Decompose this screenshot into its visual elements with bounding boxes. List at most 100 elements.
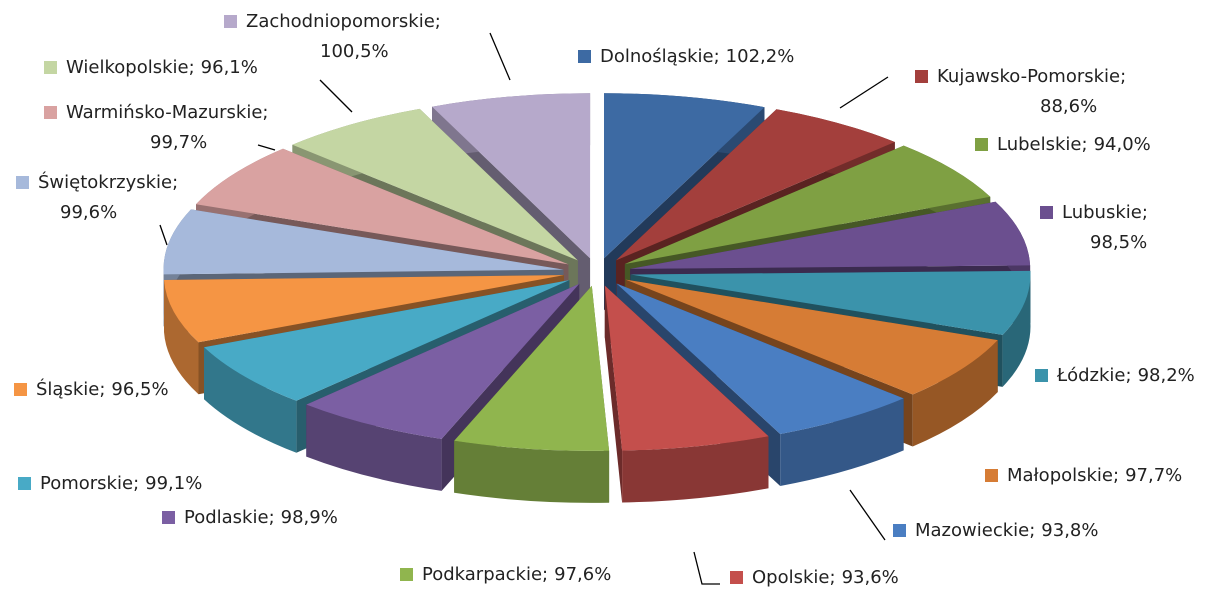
value-label: 96,1% [201,57,258,78]
legend-swatch [578,50,591,63]
leader-line [159,224,168,246]
slice [163,209,564,275]
data-label: Podlaskie; 98,9% [184,507,338,528]
value-label: 97,7% [1125,465,1182,486]
category-name: Warmińsko-Mazurskie [66,102,262,123]
slice [604,93,765,259]
legend-swatch [985,469,998,482]
data-label: Lubelskie; 94,0% [997,134,1151,155]
legend-swatch [162,511,175,524]
label-separator: ; [133,473,139,494]
legend-swatch [893,524,906,537]
category-name: Łódzkie [1056,365,1126,386]
slice [604,285,769,503]
legend-swatch [16,176,29,189]
slice-side [780,398,904,486]
label-separator: ; [269,507,275,528]
data-label: Pomorskie; 99,1% [40,473,202,494]
data-label: Śląskie; 96,5% [36,378,169,400]
label-separator: ; [714,46,720,67]
category-name: Lubuskie [1062,202,1142,223]
slice [630,201,1031,269]
slice [306,283,580,439]
legend-swatch [224,15,237,28]
data-label: Wielkopolskie; 96,1% [66,57,258,78]
data-label: Małopolskie; 97,7% [1007,465,1182,486]
slice [604,285,769,451]
label-separator: ; [829,567,835,588]
slice [616,283,904,434]
slice [616,109,895,261]
category-name: Lubelskie [997,134,1082,155]
slice-side [912,340,998,447]
slice-side [306,404,442,491]
value-label: 98,2% [1138,365,1195,386]
slice [292,108,578,261]
legend-swatch [1040,206,1053,219]
category-name: Opolskie [752,567,829,588]
category-name: Podkarpackie [422,564,542,585]
legend-swatch [730,571,743,584]
leader-line [319,79,353,113]
value-label: 102,2% [726,46,795,67]
data-label: Łódzkie; 98,2% [1056,365,1195,386]
slice-side [454,440,610,503]
legend-swatch [44,106,57,119]
label-separator: ; [99,379,105,400]
label-separator: ; [189,57,195,78]
slice [454,285,610,503]
label-separator: ; [435,11,441,32]
category-name: Kujawsko-Pomorskie [937,66,1120,87]
value-label: 88,6% [1040,96,1097,117]
slice [454,285,610,451]
data-label: Kujawsko-Pomorskie; 88,6% [937,66,1126,117]
legend-swatch [975,138,988,151]
slice-side [204,347,297,453]
value-label: 100,5% [320,41,389,62]
value-label: 98,9% [281,507,338,528]
legend-swatch [14,383,27,396]
legend-swatch [400,568,413,581]
value-label: 99,7% [150,132,207,153]
leader-line [693,551,720,585]
legend-swatch [44,61,57,74]
label-separator: ; [1029,520,1035,541]
value-label: 98,5% [1090,232,1147,253]
slice [630,270,1031,335]
leader-line [839,76,889,109]
category-name: Pomorskie [40,473,133,494]
leader-line [849,489,886,541]
value-label: 96,5% [111,379,168,400]
slice [624,145,991,264]
label-separator: ; [1082,134,1088,155]
value-label: 93,6% [842,567,899,588]
category-name: Dolnośląskie [600,46,714,67]
data-label: Opolskie; 93,6% [752,567,899,588]
data-label: Świętokrzyskie; 99,6% [38,171,178,223]
slice [625,279,998,395]
slice [204,280,570,401]
label-separator: ; [1120,66,1126,87]
slice [164,275,564,343]
data-label: Podkarpackie; 97,6% [422,564,611,585]
value-label: 94,0% [1094,134,1151,155]
category-name: Śląskie [36,378,99,400]
slice-side [1002,270,1031,387]
category-name: Świętokrzyskie [38,171,172,193]
category-name: Mazowieckie [915,520,1029,541]
label-separator: ; [1126,365,1132,386]
value-label: 93,8% [1041,520,1098,541]
data-label: Zachodniopomorskie; 100,5% [246,11,441,62]
data-label: Dolnośląskie; 102,2% [600,46,794,67]
label-separator: ; [172,172,178,193]
legend-swatch [915,70,928,83]
category-name: Zachodniopomorskie [246,11,435,32]
leader-line [489,32,511,81]
value-label: 99,1% [145,473,202,494]
slice-radial-face [604,285,623,503]
legend-swatch [1035,369,1048,382]
category-name: Małopolskie [1007,465,1113,486]
data-label: Warmińsko-Mazurskie; 99,7% [66,102,268,153]
data-label: Lubuskie; 98,5% [1062,202,1148,253]
